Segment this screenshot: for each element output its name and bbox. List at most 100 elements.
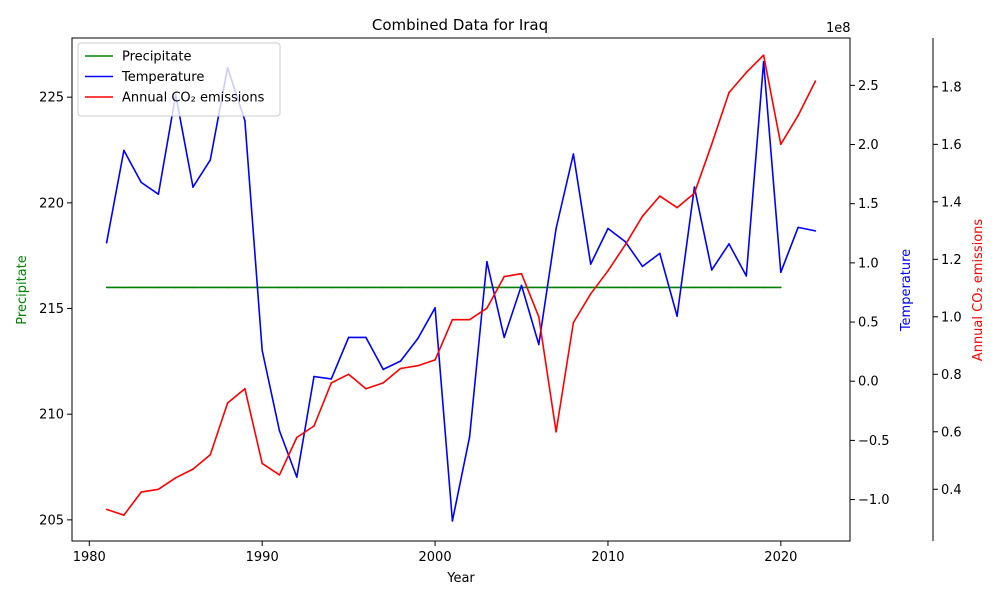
data-point-temp [296, 476, 298, 478]
data-point-temp [261, 349, 264, 352]
data-point-temp [797, 226, 799, 229]
data-point-precip [192, 286, 194, 289]
data-point-precip [641, 286, 644, 289]
data-point-precip [468, 286, 471, 289]
data-point-precip [140, 286, 142, 289]
data-point-co2 [313, 425, 315, 427]
data-point-co2 [192, 468, 194, 470]
data-point-precip [382, 286, 385, 289]
data-point-temp [814, 230, 817, 232]
data-point-co2 [797, 114, 799, 117]
co2-tick-label: 1.0 [941, 310, 962, 325]
data-point-precip [244, 286, 246, 289]
data-point-co2 [296, 436, 298, 439]
data-point-temp [157, 193, 160, 195]
co2-tick-label: 1.2 [941, 253, 962, 268]
data-point-temp [624, 240, 626, 243]
co2-tick-label: 1.8 [941, 80, 962, 95]
data-point-co2 [607, 270, 609, 272]
data-point-co2 [503, 275, 506, 278]
data-point-temp [209, 159, 212, 161]
data-point-precip [313, 286, 315, 289]
data-point-precip [105, 286, 108, 289]
data-point-precip [762, 286, 765, 289]
precip-tick-label: 225 [39, 91, 64, 106]
chart-title: Combined Data for Iraq [372, 16, 548, 34]
data-point-precip [226, 286, 229, 289]
data-point-temp [278, 430, 281, 432]
data-point-co2 [555, 431, 557, 433]
legend-entries: Precipitate Temperature Annual CO₂ emissio… [85, 50, 265, 106]
legend-label-temp: Temperature [121, 70, 204, 85]
data-point-precip [780, 286, 782, 289]
data-point-temp [641, 265, 644, 268]
data-point-temp [728, 243, 730, 245]
data-point-temp [745, 275, 748, 277]
data-point-co2 [486, 307, 488, 310]
temp-tick-label: 0.5 [858, 316, 879, 331]
data-point-temp [313, 375, 315, 378]
data-point-temp [710, 269, 713, 271]
data-point-co2 [434, 359, 436, 361]
data-point-temp [572, 153, 575, 155]
co2-tick-label: 0.6 [941, 425, 962, 440]
data-point-temp [347, 336, 350, 339]
data-point-co2 [417, 364, 419, 367]
legend: Precipitate Temperature Annual CO₂ emissio… [77, 42, 281, 117]
data-point-precip [451, 286, 454, 289]
precip-tick-label: 205 [39, 513, 64, 528]
data-point-co2 [123, 514, 125, 516]
data-point-co2 [174, 477, 177, 479]
data-point-precip [365, 286, 367, 289]
co2-tick-label: 1.4 [941, 195, 962, 210]
temp-tick-label: 2.5 [858, 79, 879, 94]
data-point-co2 [745, 71, 748, 74]
data-point-precip [659, 286, 661, 289]
data-point-co2 [365, 387, 367, 390]
data-point-precip [174, 286, 177, 289]
data-point-precip [589, 286, 592, 289]
data-point-precip [417, 286, 419, 289]
data-point-temp [244, 120, 246, 122]
x-tick-label: 1990 [246, 550, 279, 565]
data-point-temp [192, 186, 194, 188]
data-point-co2 [226, 402, 229, 404]
x-tick-label: 2000 [419, 550, 452, 565]
data-point-temp [451, 520, 454, 522]
data-point-temp [693, 186, 696, 188]
data-point-precip [572, 286, 575, 289]
data-point-co2 [589, 293, 592, 295]
data-point-co2 [624, 244, 626, 246]
data-point-co2 [244, 387, 246, 390]
legend-label-co2: Annual CO₂ emissions [122, 91, 265, 106]
legend-box [77, 42, 281, 117]
data-point-co2 [399, 367, 402, 370]
data-point-co2 [814, 80, 817, 82]
x-axis-title: Year [446, 571, 475, 586]
axes: 1980 1990 2000 2010 2020 205 210 215 220 225 −1.0 −… [39, 79, 962, 565]
data-point-co2 [762, 54, 765, 56]
data-point-co2 [382, 382, 385, 384]
data-point-co2 [157, 488, 160, 491]
precip-tick-label: 210 [39, 408, 64, 423]
data-point-precip [555, 286, 557, 289]
temp-tick-label: −1.0 [858, 493, 890, 508]
data-point-temp [555, 227, 557, 230]
temp-tick-label: 1.0 [858, 256, 879, 271]
data-point-temp [589, 263, 592, 265]
data-point-co2 [520, 272, 523, 275]
data-point-temp [140, 181, 142, 184]
data-point-precip [261, 286, 264, 289]
data-point-temp [503, 336, 506, 339]
data-point-co2 [209, 454, 212, 456]
data-point-co2 [278, 474, 281, 476]
data-point-co2 [261, 462, 264, 465]
x-tick-label: 2010 [591, 550, 624, 565]
data-point-co2 [347, 373, 350, 376]
data-point-temp [417, 337, 419, 340]
data-point-temp [105, 242, 108, 244]
y-axis-title-co2: Annual CO₂ emissions [971, 219, 986, 362]
data-point-co2 [538, 316, 540, 318]
data-point-temp [780, 271, 782, 274]
